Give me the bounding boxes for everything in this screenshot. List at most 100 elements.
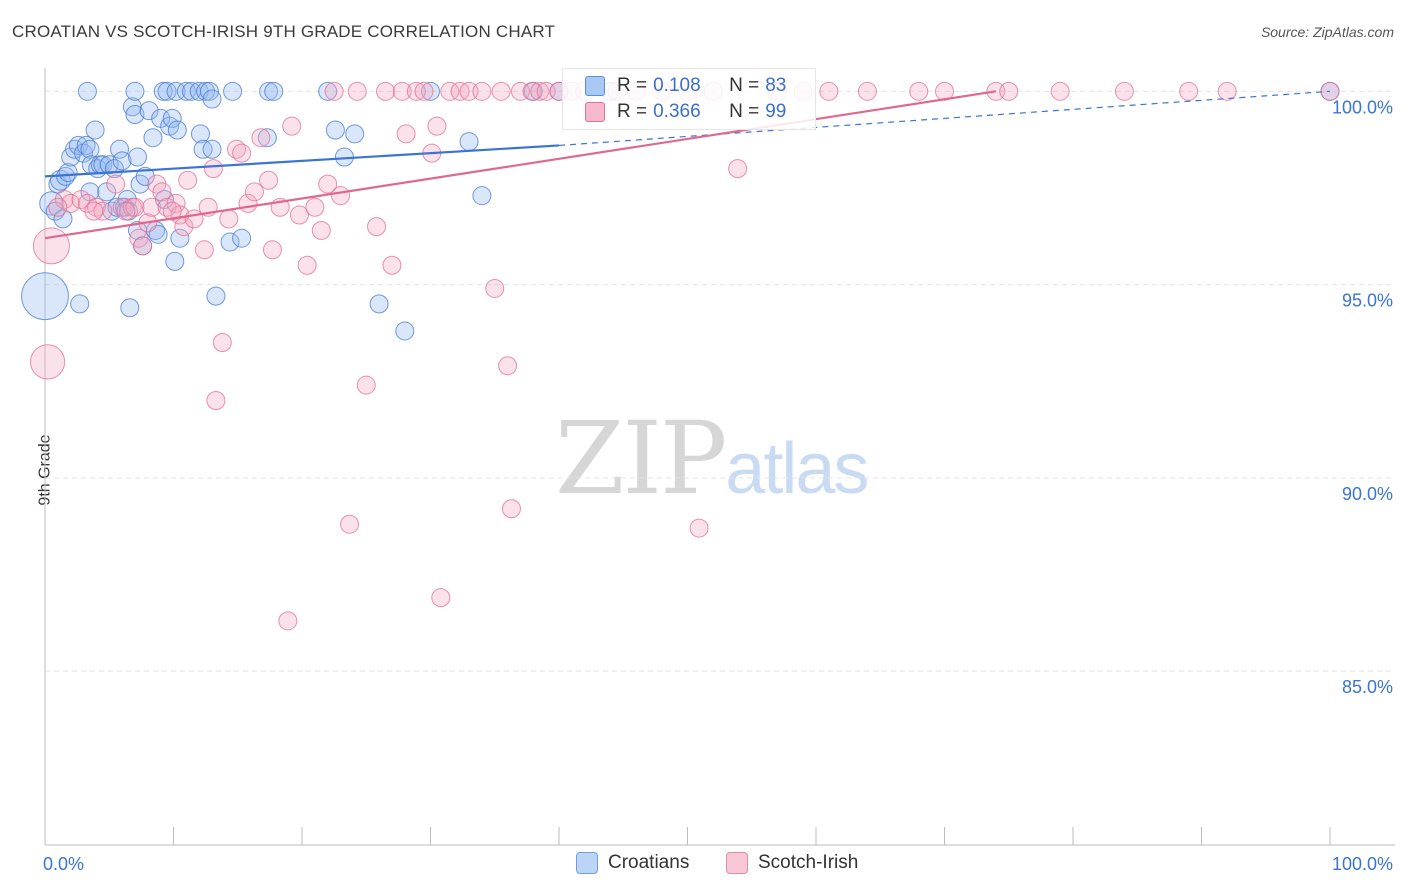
trendline-croatians-extension (558, 90, 1331, 147)
point-croatians (139, 101, 159, 121)
point-scotch-irish (48, 197, 68, 217)
point-scotch-irish (219, 209, 239, 229)
point-scotch-irish (251, 128, 271, 148)
point-scotch-irish (142, 197, 162, 217)
point-croatians (199, 81, 219, 101)
point-scotch-irish (324, 81, 344, 101)
point-croatians (259, 81, 279, 101)
point-scotch-irish (819, 81, 839, 101)
point-scotch-irish (194, 240, 214, 260)
point-croatians (202, 89, 222, 109)
point-scotch-irish (396, 124, 416, 144)
point-scotch-irish (84, 201, 104, 221)
point-croatians (125, 105, 145, 125)
stats-legend: R = 0.108 N = 83 R = 0.366 N = 99 (562, 68, 816, 130)
legend-n-value: 99 (765, 101, 787, 122)
point-scotch-irish (406, 81, 426, 101)
point-scotch-irish (116, 201, 136, 221)
point-scotch-irish (226, 139, 246, 159)
legend-item-croatians: Croatians (576, 852, 689, 874)
point-croatians (166, 81, 186, 101)
point-scotch-irish (522, 81, 542, 101)
point-croatians (345, 124, 365, 144)
point-scotch-irish (212, 333, 232, 353)
point-scotch-irish (431, 588, 451, 608)
point-scotch-irish (29, 344, 66, 380)
point-croatians (206, 286, 226, 306)
legend-swatch-croatians (576, 852, 598, 874)
point-croatians (120, 298, 140, 318)
point-scotch-irish (232, 143, 252, 163)
point-croatians (472, 186, 492, 206)
point-scotch-irish (347, 81, 367, 101)
point-scotch-irish (1050, 81, 1070, 101)
point-croatians (76, 135, 96, 155)
point-scotch-irish (206, 391, 226, 411)
point-scotch-irish (382, 255, 402, 275)
point-scotch-irish (501, 499, 521, 519)
point-croatians (135, 166, 155, 186)
point-scotch-irish (282, 116, 302, 136)
y-tick-label: 90.0% (1342, 484, 1393, 504)
point-scotch-irish (498, 356, 518, 376)
point-croatians (421, 81, 440, 101)
point-croatians (395, 321, 415, 341)
point-scotch-irish (909, 81, 929, 101)
point-croatians (220, 232, 240, 252)
series-legend: Croatians Scotch-Irish (0, 852, 1406, 878)
point-croatians (232, 228, 252, 248)
point-croatians (77, 81, 97, 101)
point-croatians (80, 139, 100, 159)
point-scotch-irish (999, 81, 1019, 101)
point-scotch-irish (32, 227, 70, 265)
point-scotch-irish (1179, 81, 1199, 101)
point-croatians (369, 294, 389, 314)
point-croatians (162, 108, 182, 128)
y-tick-label: 85.0% (1342, 677, 1393, 697)
point-scotch-irish (133, 236, 153, 256)
legend-r-value: 0.108 (653, 75, 701, 96)
point-scotch-irish (857, 81, 877, 101)
point-scotch-irish (259, 170, 279, 190)
legend-label-croatians: Croatians (608, 852, 690, 873)
legend-r-label: R = (617, 75, 648, 96)
point-scotch-irish (106, 174, 126, 194)
point-scotch-irish (244, 182, 264, 202)
point-scotch-irish (340, 514, 360, 534)
point-scotch-irish (61, 193, 81, 213)
point-croatians (58, 162, 78, 182)
point-scotch-irish (152, 182, 172, 202)
point-croatians (110, 139, 130, 159)
point-scotch-irish (728, 159, 748, 179)
point-scotch-irish (162, 201, 182, 221)
point-croatians (53, 209, 73, 229)
point-croatians (143, 128, 163, 148)
point-scotch-irish (356, 375, 376, 395)
point-croatians (190, 124, 210, 144)
point-scotch-irish (510, 81, 530, 101)
watermark: ZIPatlas (555, 400, 869, 517)
point-scotch-irish (331, 186, 351, 206)
point-croatians (257, 128, 277, 148)
legend-r-label: R = (617, 101, 648, 122)
point-scotch-irish (262, 240, 282, 260)
point-scotch-irish (472, 81, 492, 101)
point-croatians (325, 120, 345, 140)
point-scotch-irish (278, 611, 298, 631)
point-croatians (165, 251, 185, 271)
point-croatians (70, 294, 90, 314)
point-scotch-irish (367, 217, 387, 237)
legend-row-croatians: R = 0.108 N = 83 (585, 74, 786, 98)
legend-r-value: 0.366 (653, 101, 701, 122)
legend-row-scotch-irish: R = 0.366 N = 99 (585, 100, 786, 124)
point-croatians (85, 120, 105, 140)
watermark-atlas: atlas (725, 429, 869, 509)
point-croatians (99, 155, 119, 175)
point-scotch-irish (305, 197, 325, 217)
point-scotch-irish (311, 220, 331, 240)
point-croatians (21, 272, 69, 321)
legend-n-label: N = (729, 101, 760, 122)
point-croatians (202, 139, 222, 159)
point-scotch-irish (1217, 81, 1237, 101)
